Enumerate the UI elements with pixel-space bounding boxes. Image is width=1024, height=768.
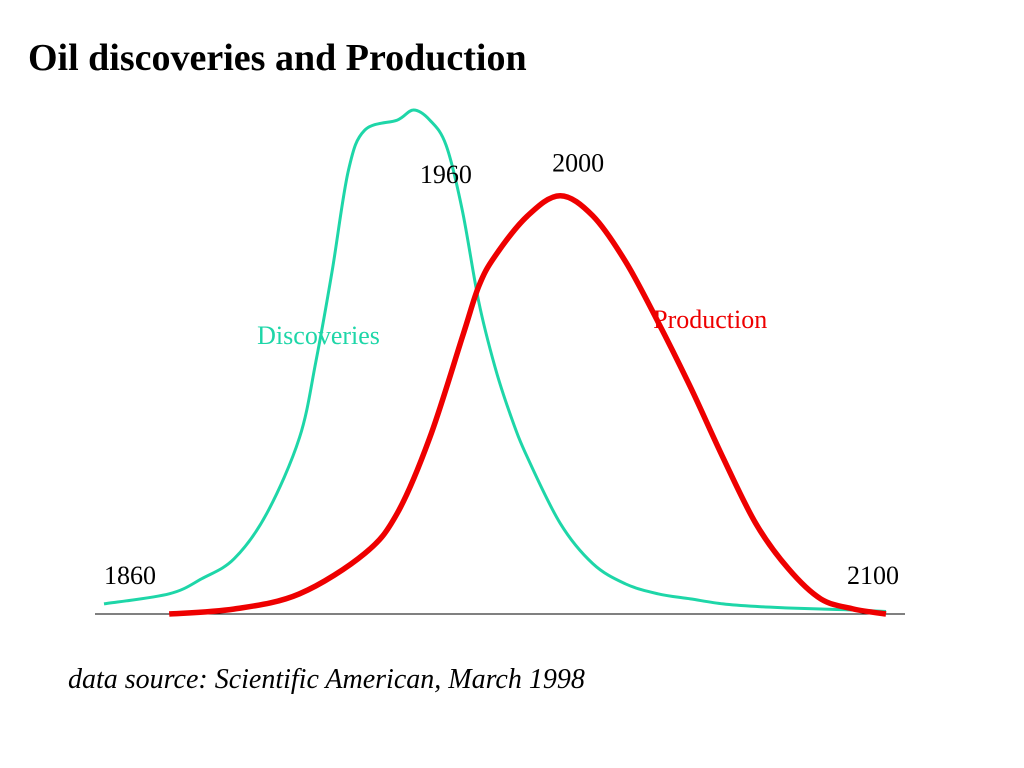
series-line-production bbox=[168, 192, 887, 617]
peak-label-discoveries: 1960 bbox=[420, 160, 472, 189]
series-layer bbox=[103, 108, 887, 617]
data-source-note: data source: Scientific American, March … bbox=[68, 664, 585, 695]
series-line-discoveries bbox=[103, 108, 887, 613]
series-label-discoveries: Discoveries bbox=[257, 321, 380, 350]
label-layer: Discoveries Production 1960 2000 1860 2100 bbox=[104, 149, 899, 590]
x-tick-label: 2100 bbox=[847, 561, 899, 590]
peak-label-production: 2000 bbox=[552, 149, 604, 178]
x-tick-label: 1860 bbox=[104, 561, 156, 590]
chart-title: Oil discoveries and Production bbox=[28, 37, 527, 79]
series-label-production: Production bbox=[653, 305, 767, 334]
